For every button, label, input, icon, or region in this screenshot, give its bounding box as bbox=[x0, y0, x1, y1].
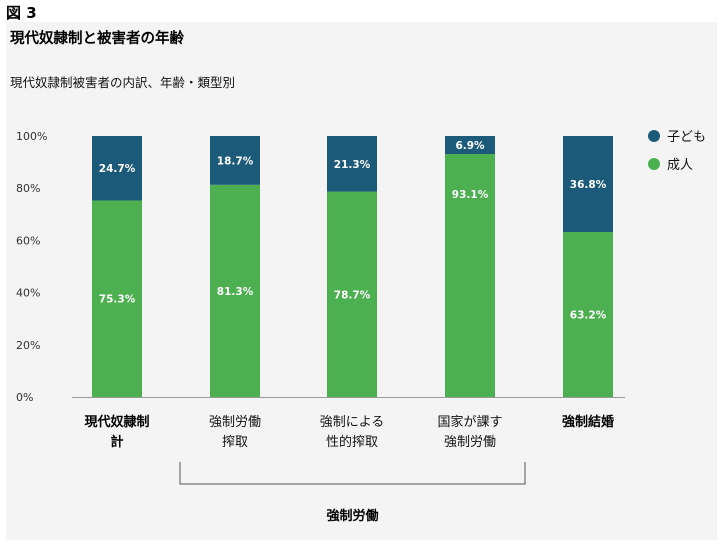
data-label-child: 36.8% bbox=[570, 179, 607, 191]
x-category-label: 強制による bbox=[320, 415, 385, 430]
data-label-adult: 81.3% bbox=[217, 286, 254, 298]
data-label-adult: 63.2% bbox=[570, 310, 607, 322]
bar-child bbox=[92, 136, 142, 201]
legend-swatch bbox=[648, 158, 660, 170]
x-category-label: 搾取 bbox=[222, 434, 248, 450]
bar-adult bbox=[327, 191, 377, 397]
x-category-label: 性的搾取 bbox=[326, 434, 378, 450]
y-tick-label: 40% bbox=[16, 287, 40, 300]
figure-label: 図 3 bbox=[6, 4, 37, 22]
legend-swatch bbox=[648, 130, 660, 142]
data-label-child: 6.9% bbox=[455, 140, 485, 152]
x-category-label: 現代奴隷制 bbox=[84, 414, 149, 430]
data-label-child: 24.7% bbox=[99, 163, 136, 175]
x-category-label: 計 bbox=[110, 434, 123, 450]
legend-label: 子ども bbox=[667, 130, 706, 145]
group-bracket bbox=[179, 462, 526, 485]
data-label-adult: 93.1% bbox=[452, 189, 489, 201]
legend-label: 成人 bbox=[667, 158, 693, 173]
x-category-label: 強制結婚 bbox=[562, 414, 614, 430]
bar-child bbox=[327, 136, 377, 192]
y-tick-label: 0% bbox=[16, 391, 33, 404]
y-tick-label: 80% bbox=[16, 182, 40, 195]
bar-adult bbox=[210, 184, 260, 397]
bar-adult bbox=[92, 200, 142, 397]
group-bracket-label: 強制労働 bbox=[326, 508, 378, 524]
bar-child bbox=[563, 136, 613, 233]
bar-child bbox=[210, 136, 260, 185]
y-tick-label: 60% bbox=[16, 234, 40, 247]
data-label-adult: 78.7% bbox=[334, 289, 371, 301]
bar-adult bbox=[445, 154, 495, 397]
bar-child bbox=[445, 136, 495, 155]
bar-adult bbox=[563, 232, 613, 397]
chart-title: 現代奴隷制と被害者の年齢 bbox=[10, 31, 184, 47]
x-category-label: 国家が課す bbox=[437, 414, 502, 430]
data-label-child: 21.3% bbox=[334, 159, 371, 171]
x-category-label: 強制労働 bbox=[209, 415, 261, 430]
y-tick-label: 100% bbox=[16, 130, 47, 143]
data-label-child: 18.7% bbox=[217, 155, 254, 167]
y-tick-label: 20% bbox=[16, 339, 40, 352]
data-label-adult: 75.3% bbox=[99, 294, 136, 306]
chart-subtitle: 現代奴隷制被害者の内訳、年齢・類型別 bbox=[10, 75, 236, 90]
x-category-label: 強制労働 bbox=[444, 435, 496, 450]
